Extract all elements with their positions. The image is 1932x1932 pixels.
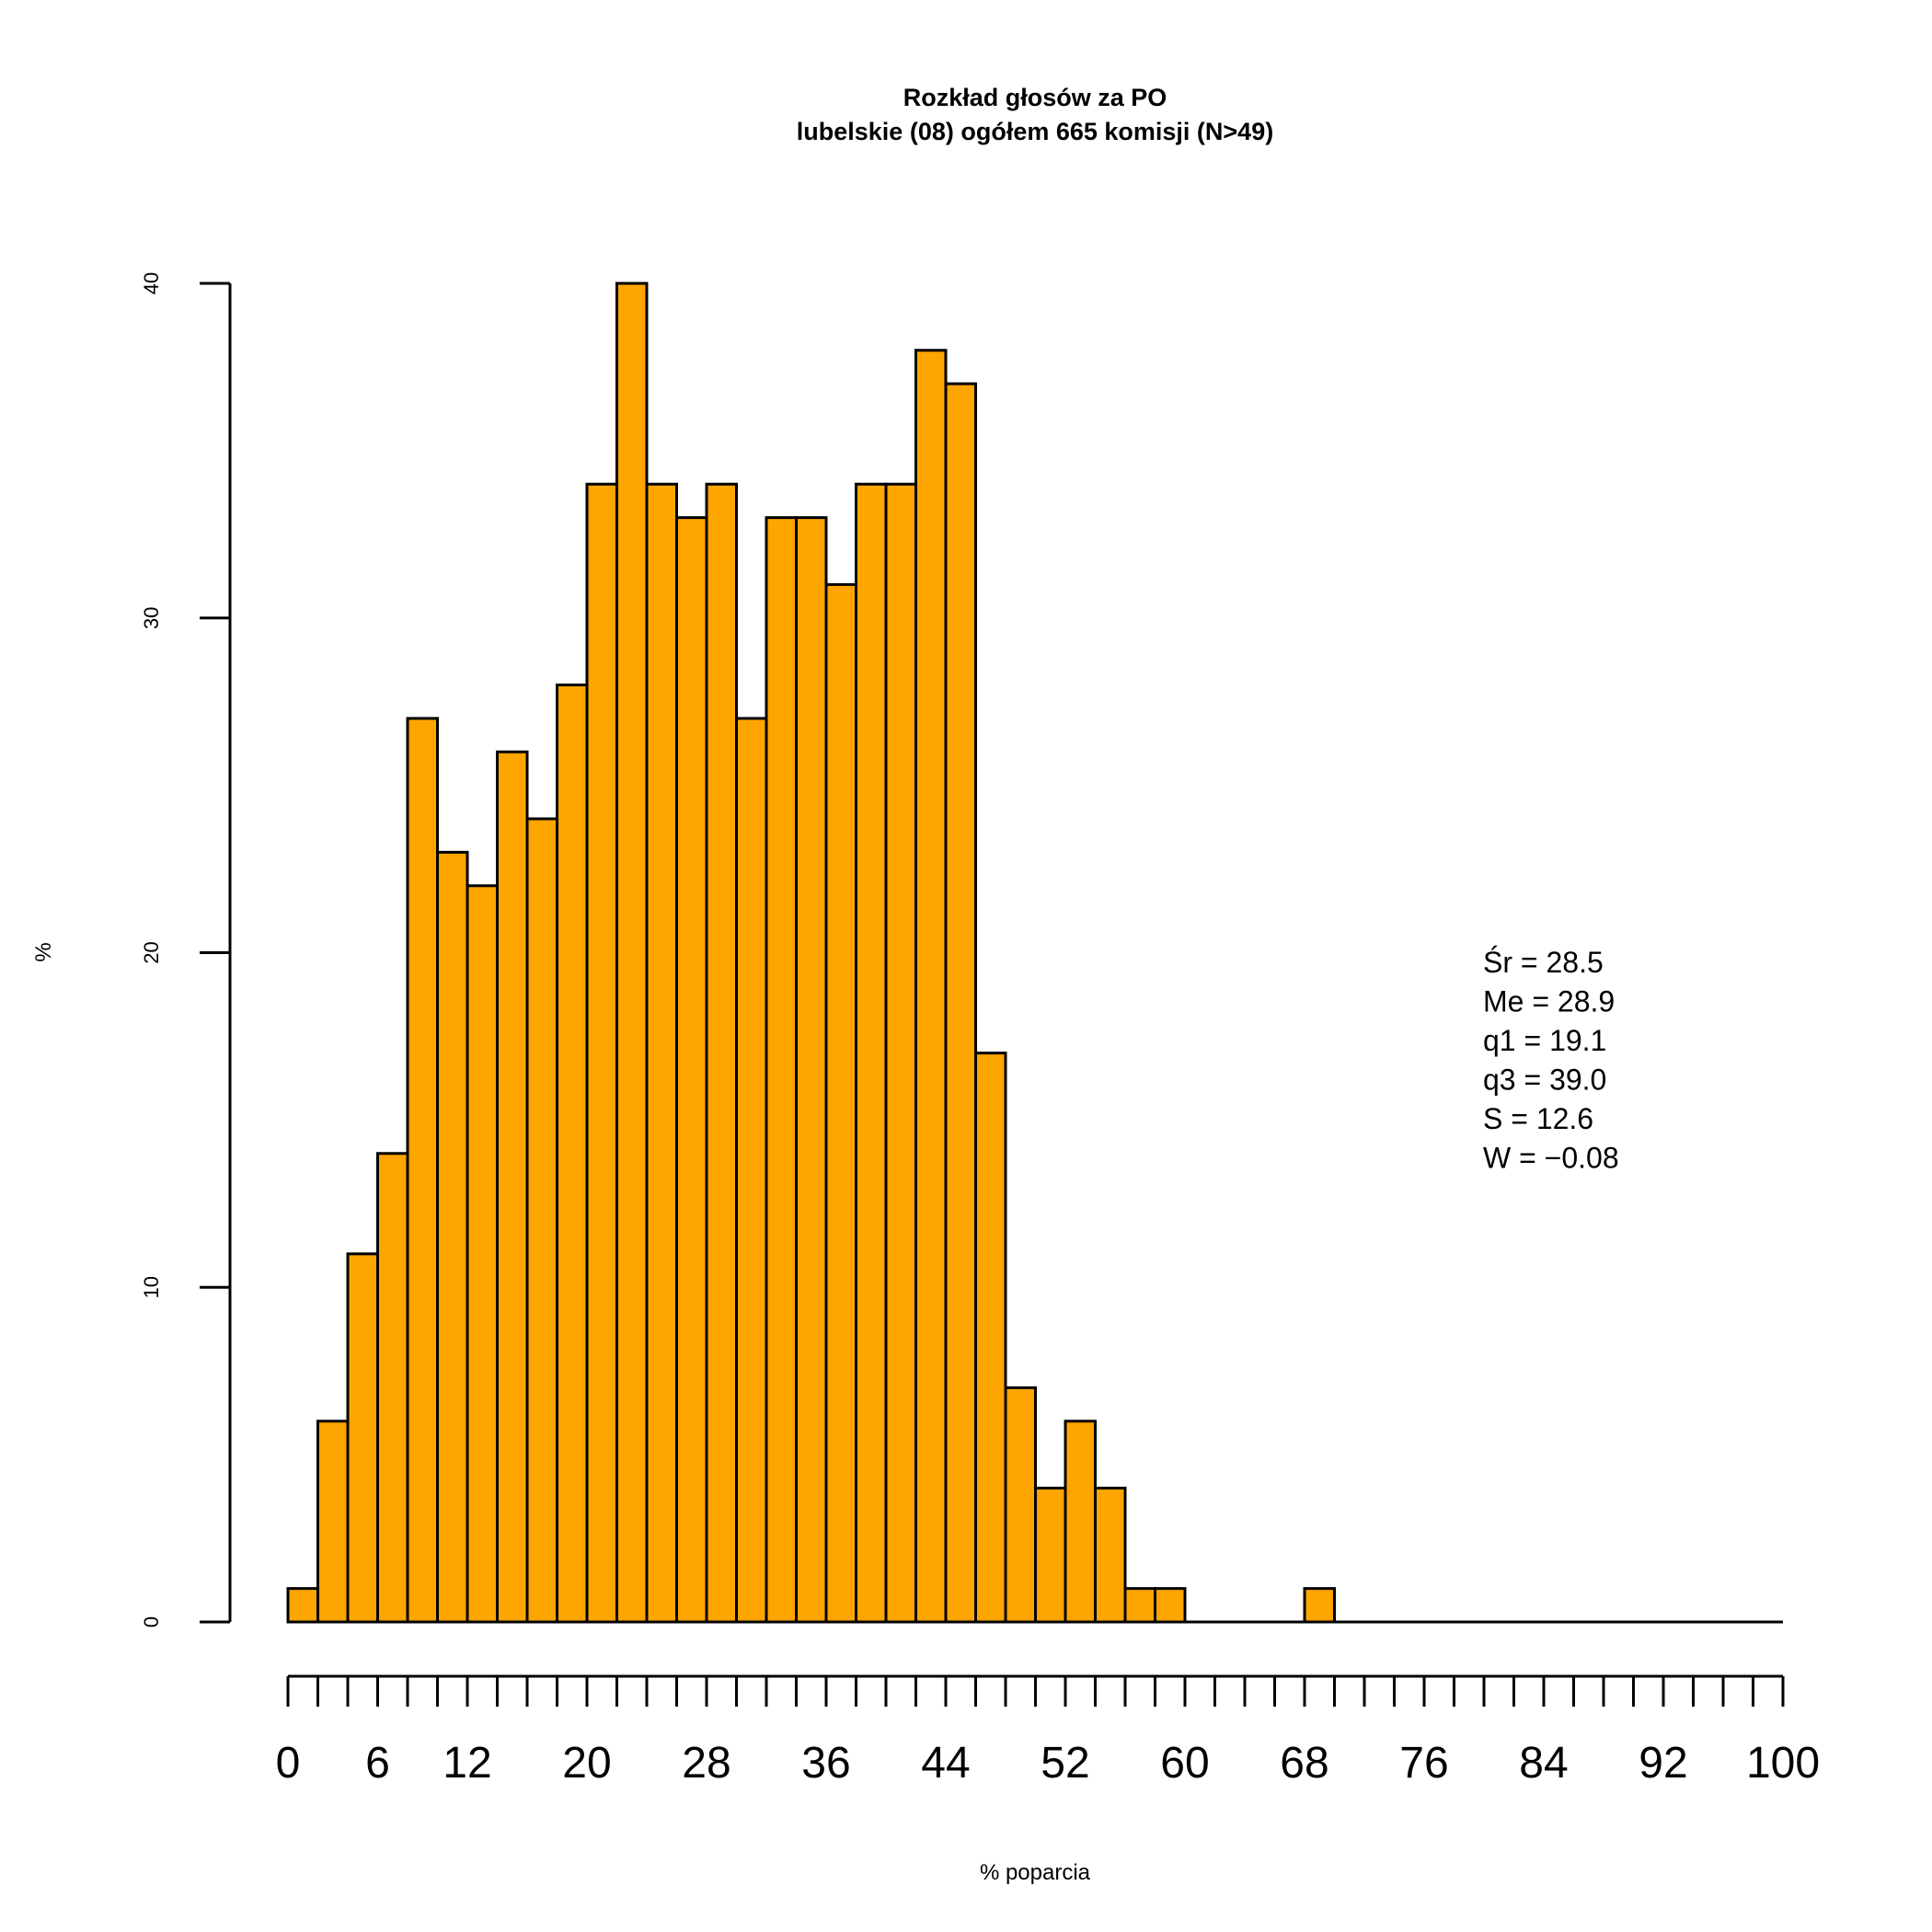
x-tick-label: 12 — [443, 1739, 491, 1788]
histogram-bar — [286, 1587, 319, 1624]
chart-title: Rozkład głosów za PO — [903, 84, 1167, 111]
x-tick-label: 100 — [1746, 1739, 1820, 1788]
histogram-bar — [316, 1420, 350, 1624]
histogram-bar — [974, 1052, 1007, 1624]
histogram-bar — [466, 884, 499, 1624]
x-tick-label: 44 — [921, 1739, 970, 1788]
histogram-bar — [735, 717, 768, 1624]
x-tick-label: 68 — [1280, 1739, 1328, 1788]
histogram-bar — [496, 750, 529, 1624]
histogram-bar — [1034, 1487, 1067, 1624]
histogram-bar — [884, 482, 917, 1624]
stat-line: q1 = 19.1 — [1483, 1024, 1606, 1057]
y-tick-label: 20 — [140, 941, 163, 963]
x-tick-label: 20 — [562, 1739, 611, 1788]
histogram-bar — [855, 482, 888, 1624]
histogram-bar — [406, 717, 439, 1624]
y-axis: 0 10 20 30 40 — [140, 272, 232, 1627]
x-tick-label: 84 — [1519, 1739, 1568, 1788]
histogram-bar — [824, 582, 857, 1624]
x-tick-label: 28 — [682, 1739, 730, 1788]
histogram-bar — [795, 516, 828, 1624]
x-tick-label: 60 — [1160, 1739, 1209, 1788]
x-axis: 0 6 12 20 28 36 44 52 60 68 76 84 92 100 — [276, 1674, 1820, 1788]
x-tick-label: 92 — [1639, 1739, 1687, 1788]
histogram-bar — [436, 850, 469, 1624]
stat-line: S = 12.6 — [1483, 1102, 1593, 1135]
x-tick-label: 52 — [1041, 1739, 1089, 1788]
y-tick-label: 40 — [140, 272, 163, 294]
histogram-bar — [645, 482, 678, 1624]
chart-subtitle: lubelskie (08) ogółem 665 komisji (N>49) — [797, 118, 1273, 145]
histogram-bar — [914, 349, 948, 1624]
histogram-bar — [944, 382, 977, 1624]
histogram-bar — [1123, 1587, 1156, 1624]
x-tick-label: 0 — [276, 1739, 301, 1788]
y-tick-label: 0 — [140, 1616, 163, 1627]
stat-line: q3 = 39.0 — [1483, 1064, 1606, 1097]
histogram-bar — [376, 1152, 409, 1624]
x-tick-label: 36 — [801, 1739, 850, 1788]
y-tick-label: 10 — [140, 1276, 163, 1298]
histogram-bar — [705, 482, 738, 1624]
bars-group — [286, 282, 1336, 1624]
stats-box: Śr = 28.5 Me = 28.9 q1 = 19.1 q3 = 39.0 S = … — [1483, 946, 1619, 1175]
histogram-bar — [525, 817, 558, 1624]
histogram-bar — [1004, 1386, 1037, 1624]
histogram-bar — [346, 1252, 379, 1624]
x-axis-label: % poparcia — [980, 1860, 1091, 1885]
x-tick-label: 76 — [1399, 1739, 1448, 1788]
stat-line: W = −0.08 — [1483, 1142, 1619, 1175]
histogram-bar — [675, 516, 708, 1624]
histogram-bar — [585, 482, 618, 1624]
histogram-bar — [1154, 1587, 1187, 1624]
histogram-bar — [615, 282, 649, 1624]
y-axis-label: % — [31, 942, 56, 961]
stat-line: Śr = 28.5 — [1483, 946, 1604, 979]
histogram-bar — [1094, 1487, 1127, 1624]
y-tick-label: 30 — [140, 607, 163, 629]
histogram-bar — [765, 516, 798, 1624]
histogram-bar — [1064, 1420, 1097, 1624]
histogram-bar — [556, 684, 589, 1624]
x-tick-label: 6 — [365, 1739, 390, 1788]
histogram-bar — [1303, 1587, 1336, 1624]
stat-line: Me = 28.9 — [1483, 985, 1615, 1018]
